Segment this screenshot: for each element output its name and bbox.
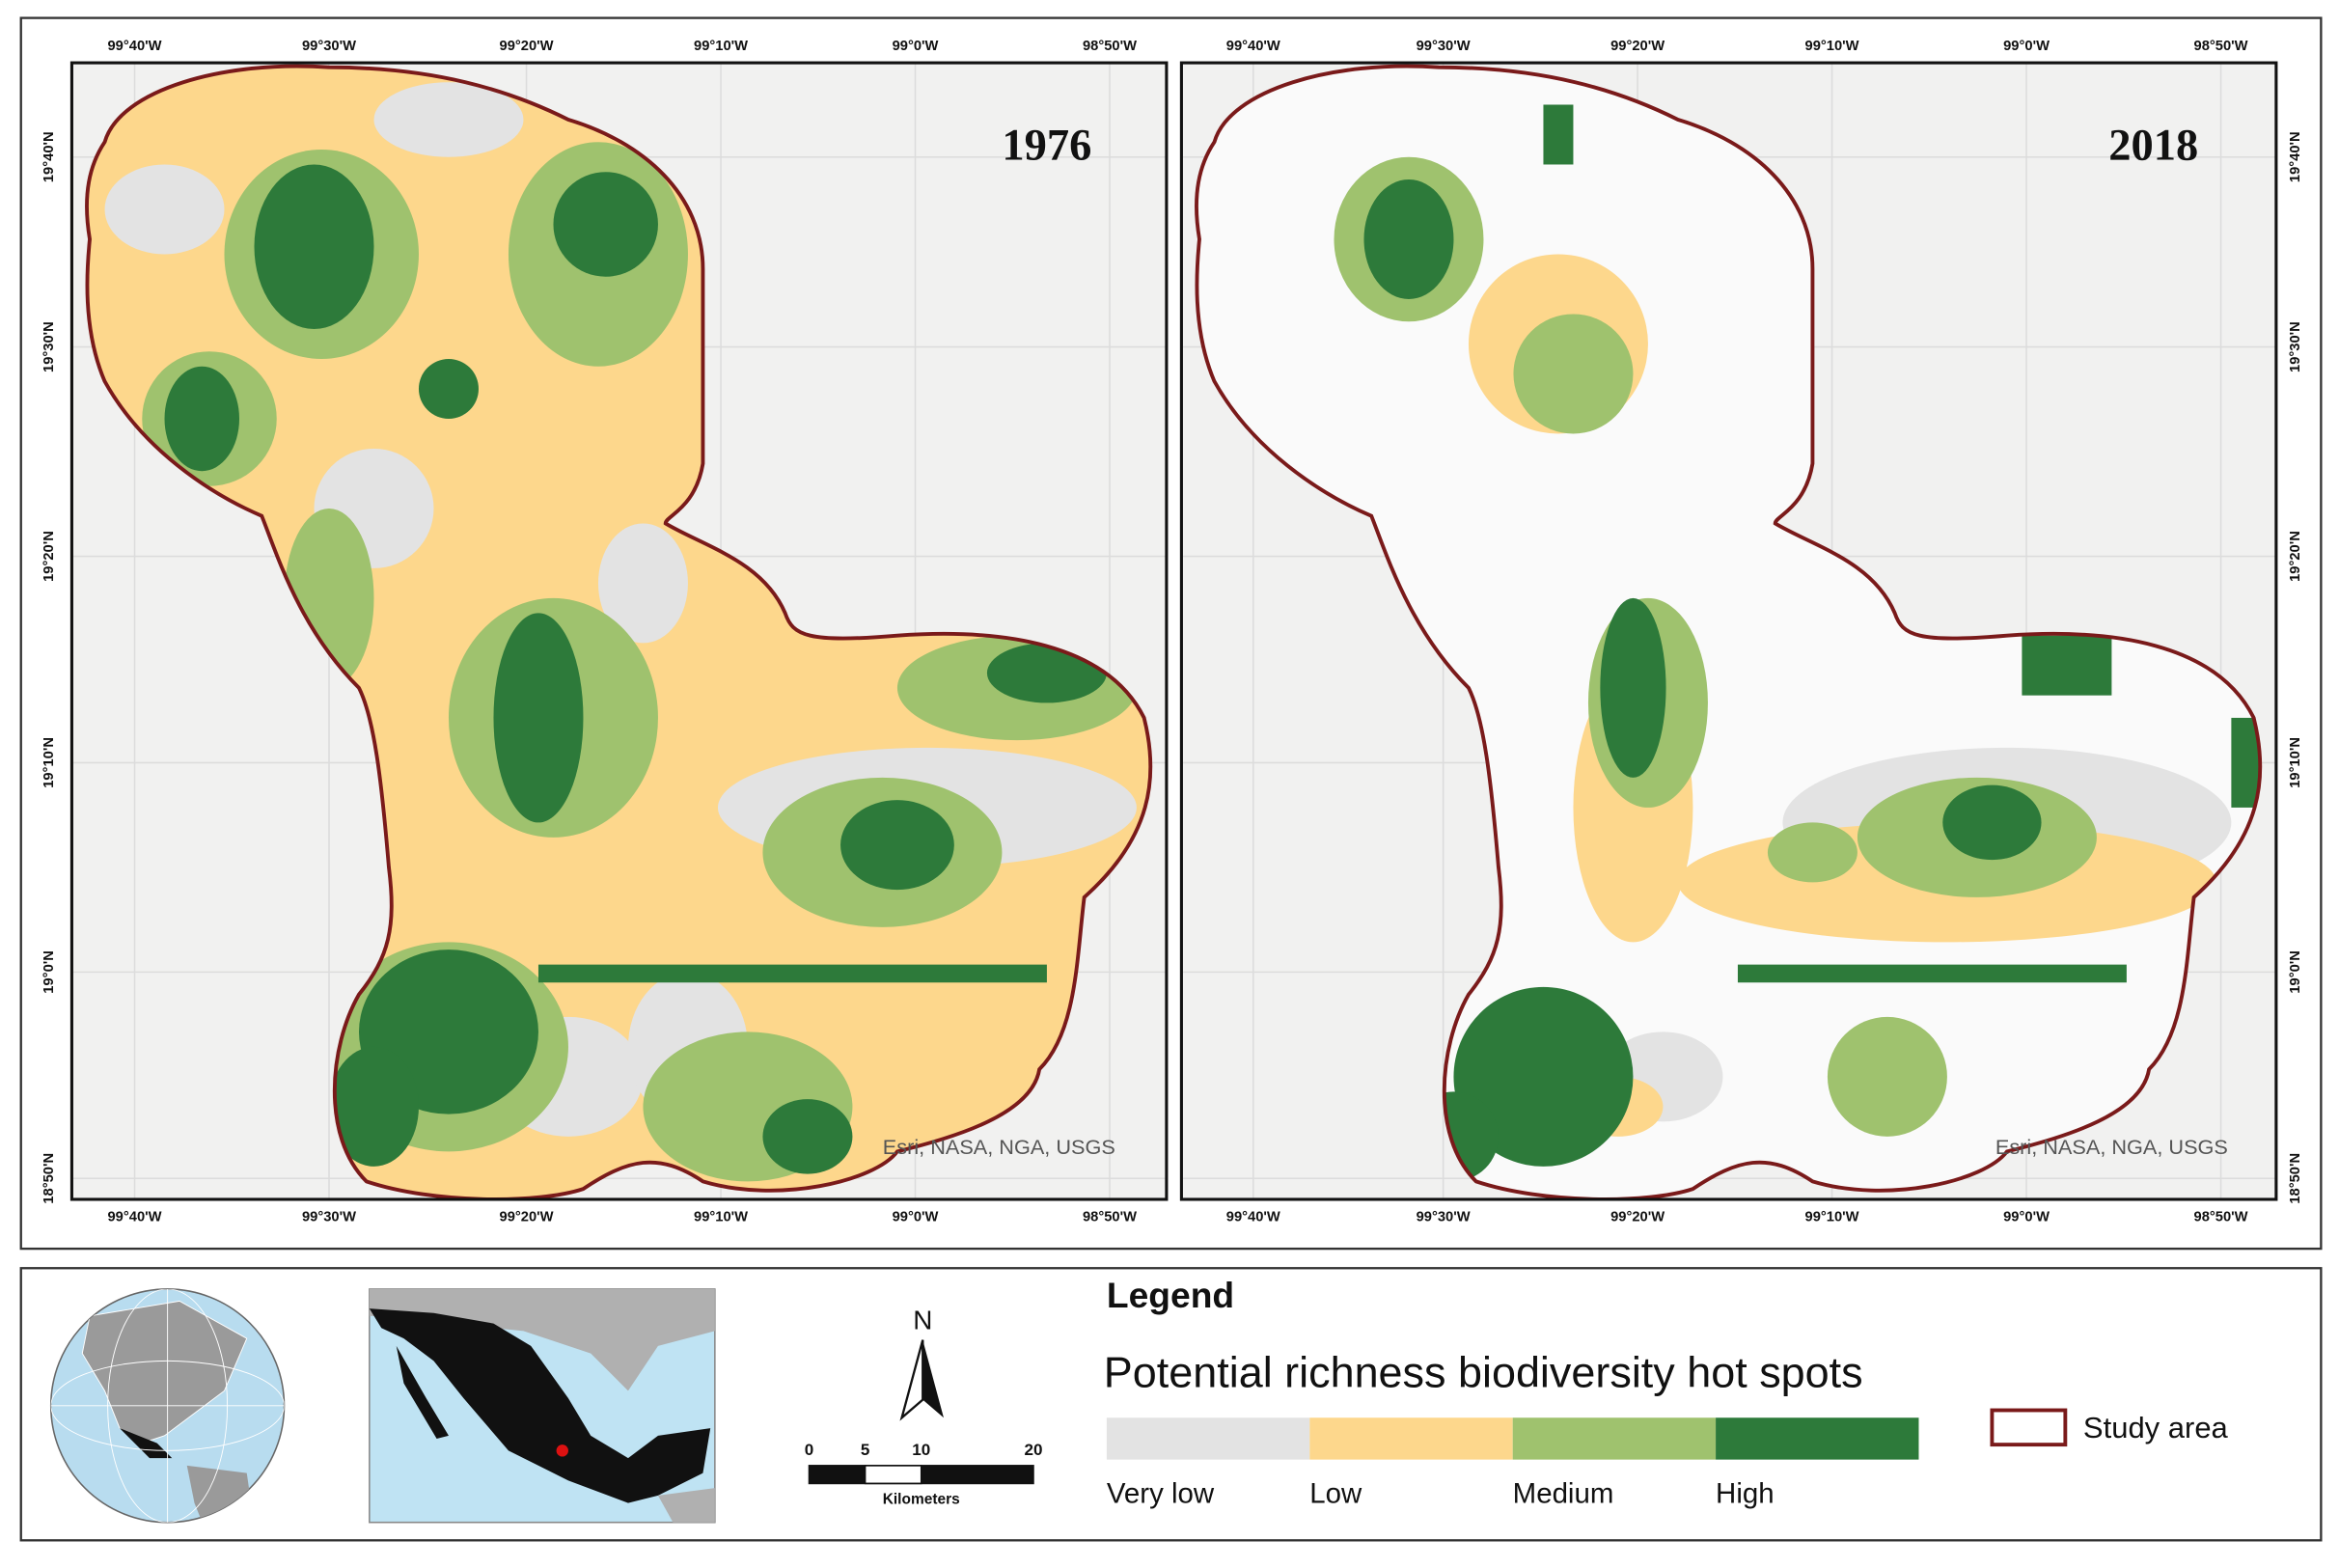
x-tick-label: 98°50'W: [2194, 1209, 2248, 1224]
attribution: Esri, NASA, NGA, USGS: [883, 1135, 1115, 1159]
scale-label: 10: [912, 1441, 930, 1459]
x-tick-label: 99°40'W: [107, 39, 161, 54]
x-tick-label: 99°20'W: [1610, 1209, 1665, 1224]
x-tick-label: 99°30'W: [302, 1209, 356, 1224]
map-year: 1976: [1002, 122, 1091, 171]
class-label: Low: [1309, 1478, 1362, 1510]
y-tick-label: 19°10'N: [41, 737, 57, 788]
scale-bar: Kilometers 0 5 10 20: [805, 1441, 1043, 1508]
study-area-label: Study area: [2083, 1411, 2229, 1444]
x-tick-label: 99°0'W: [2003, 1209, 2050, 1224]
x-tick-label: 99°30'W: [1417, 39, 1471, 54]
class-label: Medium: [1513, 1478, 1614, 1510]
class-label: High: [1716, 1478, 1775, 1510]
legend-title: Legend: [1107, 1275, 1234, 1315]
attribution: Esri, NASA, NGA, USGS: [1995, 1135, 2228, 1159]
y-tick-label: 18°50'N: [2288, 1153, 2303, 1204]
legend-subtitle: Potential richness biodiversity hot spot…: [1104, 1348, 1863, 1397]
x-tick-label: 99°0'W: [893, 39, 939, 54]
y-tick-label: 18°50'N: [41, 1153, 57, 1204]
y-tick-label: 19°40'N: [2288, 131, 2303, 182]
map-border: [1179, 61, 2278, 1201]
y-tick-label: 19°20'N: [2288, 531, 2303, 582]
x-tick-label: 98°50'W: [2194, 39, 2248, 54]
x-tick-label: 99°20'W: [500, 39, 554, 54]
x-tick-label: 99°10'W: [1805, 1209, 1859, 1224]
class-swatch: [1106, 1417, 1310, 1460]
x-tick-label: 99°0'W: [893, 1209, 939, 1224]
scale-label: 5: [861, 1441, 869, 1459]
country-inset: [369, 1288, 716, 1524]
x-tick-label: 98°50'W: [1083, 39, 1137, 54]
class-swatch: [1309, 1417, 1513, 1460]
x-tick-label: 99°40'W: [107, 1209, 161, 1224]
x-tick-label: 99°30'W: [302, 39, 356, 54]
north-arrow: N: [899, 1305, 944, 1421]
x-tick-label: 99°20'W: [500, 1209, 554, 1224]
x-tick-label: 98°50'W: [1083, 1209, 1137, 1224]
y-tick-label: 19°30'N: [41, 321, 57, 372]
x-tick-label: 99°10'W: [1805, 39, 1859, 54]
x-tick-label: 99°10'W: [694, 39, 748, 54]
y-tick-label: 19°30'N: [2288, 321, 2303, 372]
study-area-swatch: [1990, 1408, 2068, 1447]
class-label: Very low: [1107, 1478, 1215, 1510]
scale-label: 0: [805, 1441, 813, 1459]
x-tick-label: 99°30'W: [1417, 1209, 1471, 1224]
map-labels: 99°40'W 99°40'W 99°30'W 99°30'W 99°20'W 99°20…: [41, 39, 2303, 1225]
map-2018: [1181, 63, 2276, 1199]
scale-label: 20: [1024, 1441, 1042, 1459]
x-tick-label: 99°20'W: [1610, 39, 1665, 54]
globe-inset: [49, 1288, 286, 1524]
x-tick-label: 99°40'W: [1226, 1209, 1280, 1224]
north-label: N: [913, 1305, 932, 1334]
x-tick-label: 99°10'W: [694, 1209, 748, 1224]
class-swatch: [1716, 1417, 1919, 1460]
y-tick-label: 19°20'N: [41, 531, 57, 582]
class-swatch: [1512, 1417, 1717, 1460]
map-1976: [71, 63, 1167, 1199]
map-year: 2018: [2108, 122, 2198, 171]
map-border: [69, 61, 1169, 1201]
y-tick-label: 19°10'N: [2288, 737, 2303, 788]
scale-unit: Kilometers: [883, 1492, 960, 1508]
y-tick-label: 19°0'N: [2288, 950, 2303, 994]
x-tick-label: 99°40'W: [1226, 39, 1280, 54]
legend-classes: Very low Low Medium High: [1106, 1417, 1919, 1510]
y-tick-label: 19°0'N: [41, 950, 57, 994]
x-tick-label: 99°0'W: [2003, 39, 2050, 54]
y-tick-label: 19°40'N: [41, 131, 57, 182]
